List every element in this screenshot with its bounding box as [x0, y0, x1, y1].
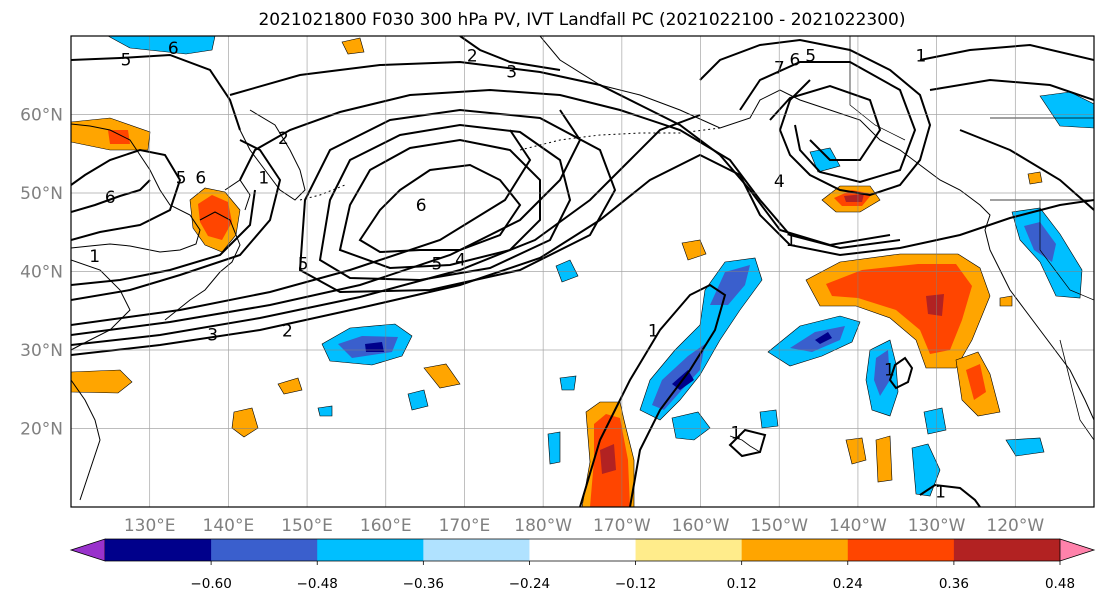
colorbar-tick-label: 0.12	[727, 576, 757, 592]
lon-tick-label: 120°W	[986, 516, 1044, 536]
contour-label: 1	[731, 423, 742, 443]
contour-label: 5	[176, 168, 187, 188]
pv-contours	[71, 36, 1094, 507]
contour-label: 2	[467, 47, 478, 67]
lon-tick-label: 170°W	[593, 516, 651, 536]
contour-label: 3	[506, 62, 517, 82]
contour-label: 1	[258, 168, 269, 188]
contour-label: 6	[790, 51, 801, 71]
contour-label: 6	[416, 196, 427, 216]
contour-label: 3	[207, 325, 218, 345]
lat-tick-label: 30°N	[20, 341, 63, 361]
contour-label: 1	[935, 482, 946, 502]
contour-label: 4	[455, 251, 466, 271]
colorbar	[69, 538, 1096, 562]
contour-label: 6	[168, 39, 179, 59]
colorbar-tick-label: −0.48	[297, 576, 338, 592]
colorbar-tick-label: −0.60	[190, 576, 231, 592]
colorbar-extend-low	[69, 538, 106, 562]
colorbar-segment	[211, 539, 318, 561]
contour-label: 5	[432, 255, 443, 275]
contour-label: 6	[105, 188, 116, 208]
colorbar-segment	[423, 539, 530, 561]
contour-label: 5	[121, 51, 132, 71]
lon-labels: 130°E 140°E 150°E 160°E 170°E 180°W 170°W 160°W…	[124, 516, 1045, 536]
contour-label: 5	[805, 47, 816, 67]
lon-tick-label: 170°E	[439, 516, 491, 536]
lat-tick-label: 60°N	[20, 106, 63, 126]
colorbar-tick-label: −0.24	[509, 576, 550, 592]
contour-label: 1	[915, 47, 926, 67]
lon-tick-label: 140°E	[203, 516, 255, 536]
colorbar-segment	[105, 539, 212, 561]
lat-tick-label: 50°N	[20, 184, 63, 204]
lon-tick-label: 130°E	[124, 516, 176, 536]
colorbar-tick-label: 0.24	[833, 576, 863, 592]
colorbar-segment	[635, 539, 743, 561]
lon-tick-label: 180°W	[514, 516, 572, 536]
lat-tick-label: 20°N	[20, 420, 63, 440]
colorbar-segment	[317, 539, 424, 561]
contour-label: 6	[195, 168, 206, 188]
colorbar-segment	[529, 539, 637, 561]
lon-tick-label: 150°W	[750, 516, 808, 536]
contour-label: 2	[282, 321, 293, 341]
contour-label: 1	[648, 321, 659, 341]
ivt-shading	[71, 36, 1094, 507]
contour-label: 5	[298, 255, 309, 275]
contour-label: 1	[884, 361, 895, 381]
colorbar-tick-label: −0.36	[403, 576, 444, 592]
lat-tick-label: 40°N	[20, 263, 63, 283]
colorbar-tick-label: 0.48	[1045, 576, 1075, 592]
contour-label: 1	[89, 247, 100, 267]
colorbar-tick-label: −0.12	[615, 576, 656, 592]
lon-tick-label: 140°W	[829, 516, 887, 536]
colorbar-labels: −0.60 −0.48 −0.36 −0.24 −0.12 0.12 0.24 0.36 0.4…	[190, 561, 1075, 592]
lon-tick-label: 150°E	[281, 516, 333, 536]
colorbar-tick-label: 0.36	[939, 576, 969, 592]
figure-title: 2021021800 F030 300 hPa PV, IVT Landfall…	[258, 10, 905, 30]
lon-tick-label: 160°W	[672, 516, 730, 536]
colorbar-segment	[953, 539, 1061, 561]
gridlines	[71, 36, 1094, 507]
lat-labels: 60°N 50°N 40°N 30°N 20°N	[20, 106, 63, 440]
map-frame	[70, 35, 1095, 508]
colorbar-extend-high	[1059, 538, 1096, 562]
lon-tick-label: 130°W	[908, 516, 966, 536]
contour-label: 2	[278, 129, 289, 149]
contour-label: 1	[786, 231, 797, 251]
colorbar-segment	[847, 539, 955, 561]
lon-tick-label: 160°E	[360, 516, 412, 536]
colorbar-segment	[741, 539, 849, 561]
